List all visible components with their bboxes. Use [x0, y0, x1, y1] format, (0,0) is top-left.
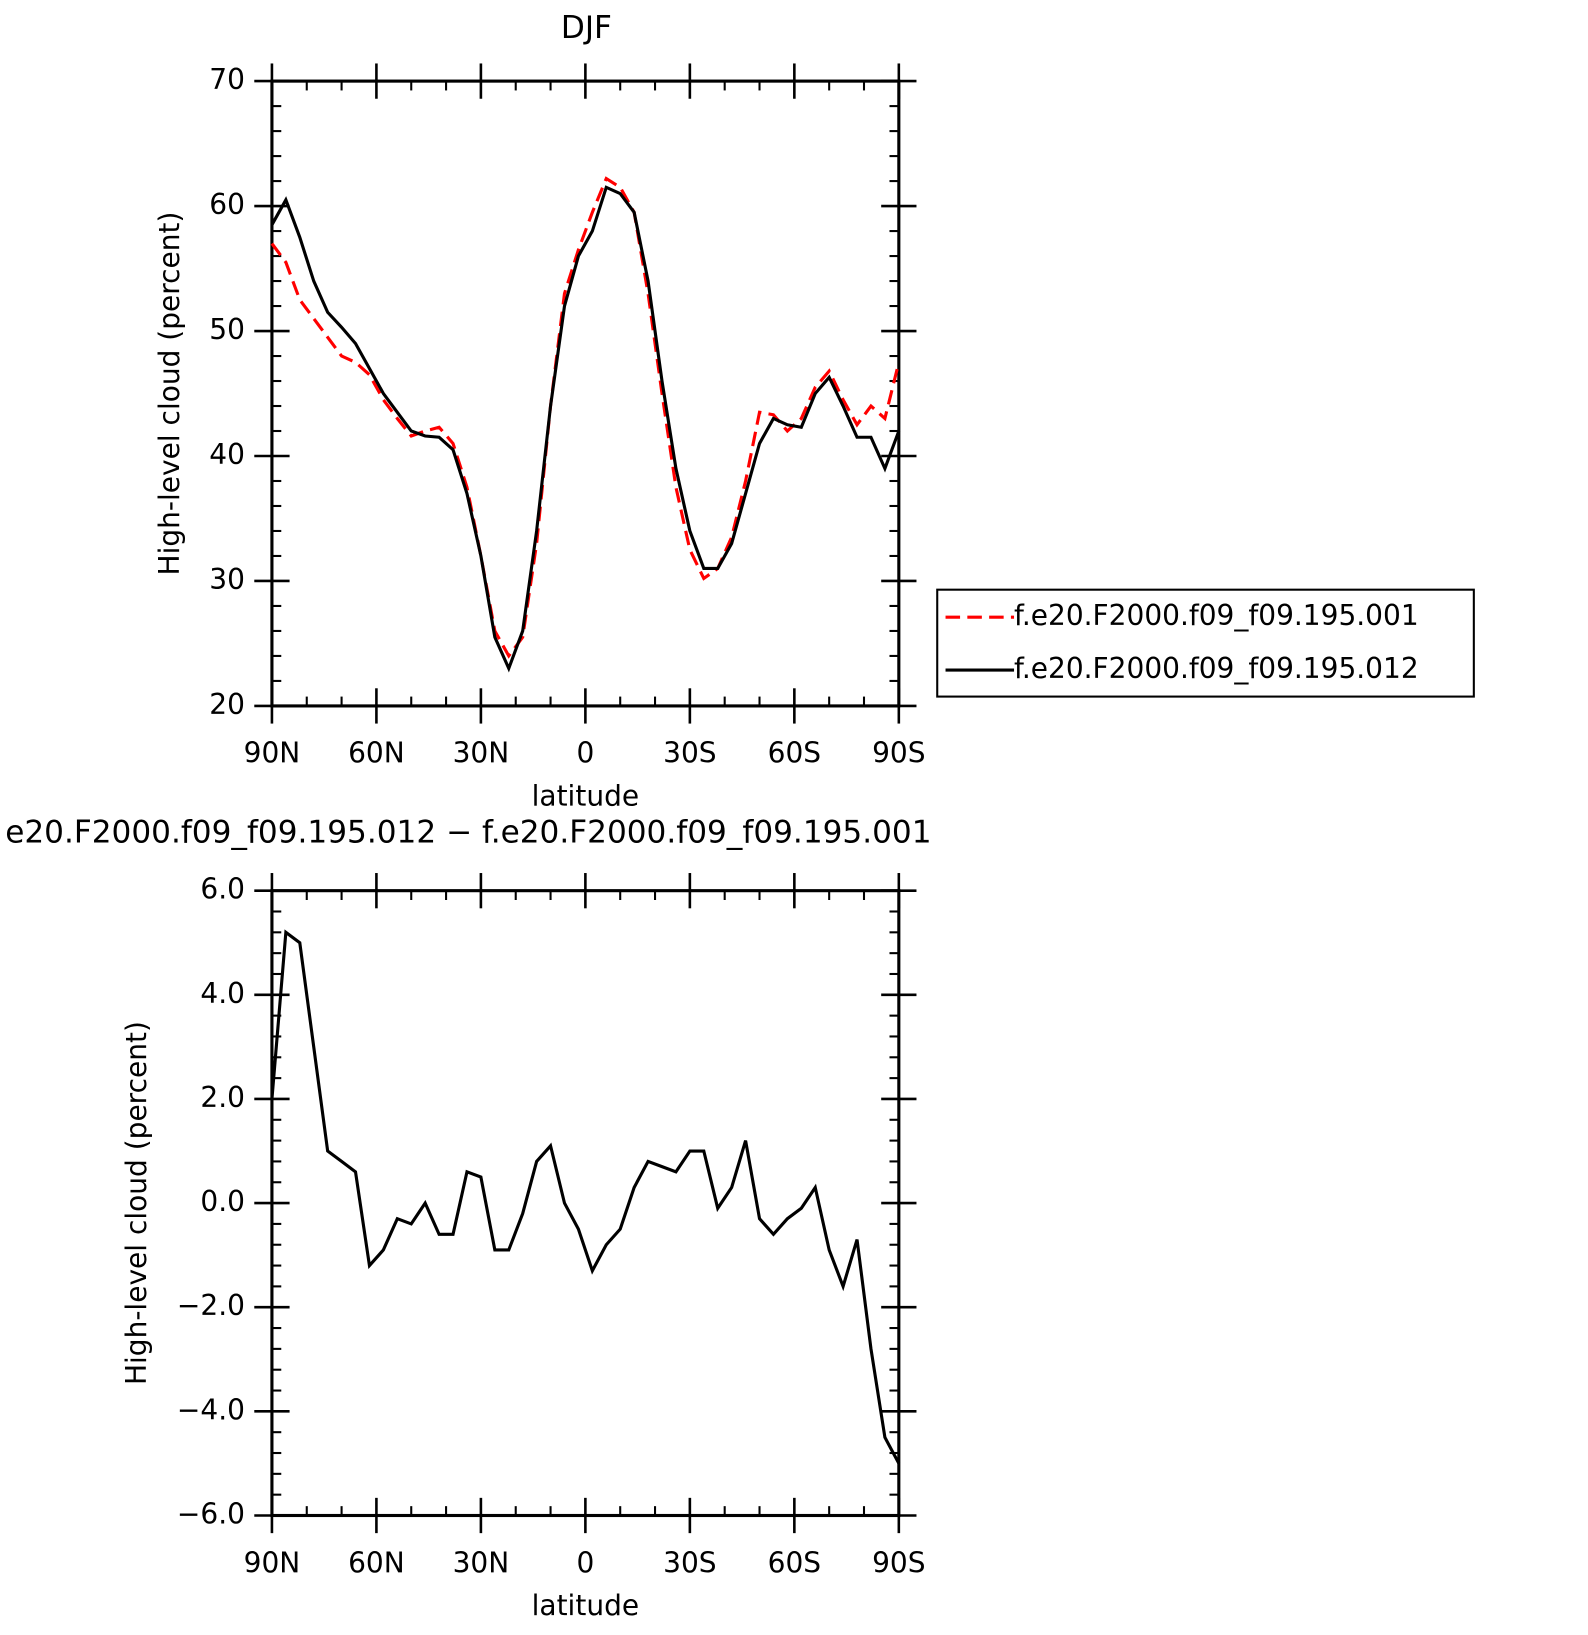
y-tick-label: −2.0	[177, 1289, 245, 1322]
y-tick-label: 40	[209, 438, 245, 471]
y-axis-label: High-level cloud (percent)	[153, 212, 186, 576]
x-tick-label: 90S	[872, 737, 925, 770]
x-tick-label: 60S	[768, 1546, 821, 1579]
x-tick-label: 30S	[663, 1546, 716, 1579]
y-tick-label: 6.0	[200, 873, 245, 906]
y-tick-label: 4.0	[200, 977, 245, 1010]
x-tick-label: 0	[576, 1546, 594, 1579]
y-tick-label: 0.0	[200, 1185, 245, 1218]
x-tick-label: 60N	[348, 737, 405, 770]
x-axis-label: latitude	[532, 779, 639, 812]
data-line	[270, 929, 901, 1465]
y-tick-label: 30	[209, 563, 245, 596]
y-tick-label: 50	[209, 313, 245, 346]
y-tick-label: 70	[209, 63, 245, 96]
x-tick-label: 30S	[663, 737, 716, 770]
legend-label: f.e20.F2000.f09_f09.195.012	[1014, 652, 1419, 685]
x-tick-label: 30N	[453, 737, 510, 770]
legend-box	[936, 588, 1475, 698]
x-tick-label: 90N	[244, 737, 301, 770]
y-tick-label: −6.0	[177, 1497, 245, 1530]
x-tick-label: 30N	[453, 1546, 510, 1579]
data-line	[270, 185, 901, 673]
y-tick-label: −4.0	[177, 1393, 245, 1426]
y-tick-label: 60	[209, 188, 245, 221]
x-axis-label: latitude	[532, 1589, 639, 1622]
y-tick-label: 20	[209, 688, 245, 721]
x-tick-label: 90S	[872, 1546, 925, 1579]
x-tick-label: 60S	[768, 737, 821, 770]
y-tick-label: 2.0	[200, 1081, 245, 1114]
y-axis-label: High-level cloud (percent)	[120, 1021, 153, 1385]
chart-title: DJF	[561, 10, 612, 46]
x-tick-label: 0	[576, 737, 594, 770]
x-tick-label: 60N	[348, 1546, 405, 1579]
x-tick-label: 90N	[244, 1546, 301, 1579]
plot-frame	[270, 889, 901, 1518]
legend-label: f.e20.F2000.f09_f09.195.001	[1014, 599, 1419, 632]
chart-title: e20.F2000.f09_f09.195.012 − f.e20.F2000.…	[5, 815, 931, 851]
plot-frame	[270, 79, 901, 708]
